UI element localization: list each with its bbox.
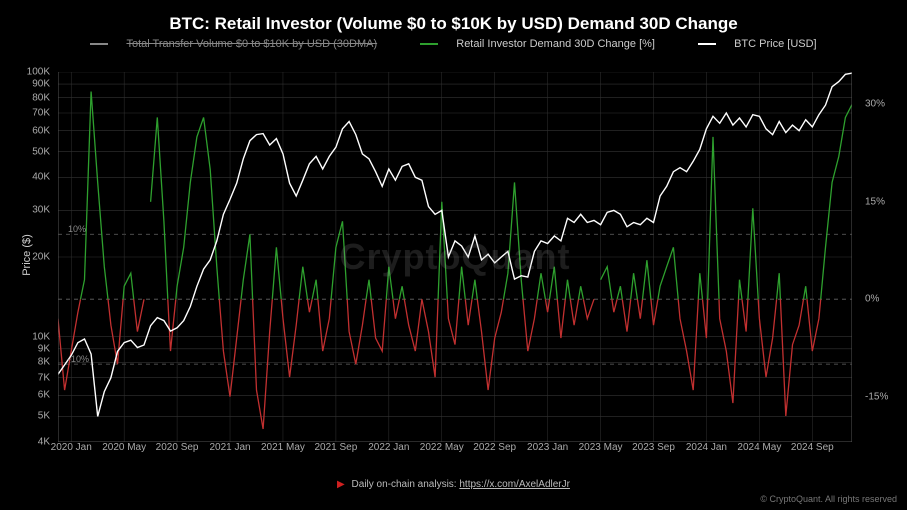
y-right-tick: -15% <box>865 391 888 402</box>
legend-label-volume: Total Transfer Volume $0 to $10K by USD … <box>126 38 377 50</box>
legend-label-demand: Retail Investor Demand 30D Change [%] <box>456 38 655 50</box>
x-tick: 2022 Jan <box>368 442 409 453</box>
x-tick: 2022 Sep <box>473 442 516 453</box>
y-left-tick: 50K <box>32 146 50 157</box>
legend-swatch-price <box>698 43 716 45</box>
x-tick: 2024 Jan <box>686 442 727 453</box>
y-left-tick: 80K <box>32 92 50 103</box>
legend-item-volume: Total Transfer Volume $0 to $10K by USD … <box>80 38 390 50</box>
legend-item-price: BTC Price [USD] <box>688 38 827 50</box>
y-left-tick: 20K <box>32 252 50 263</box>
y-right-tick: 30% <box>865 99 885 110</box>
y-left-tick: 40K <box>32 172 50 183</box>
threshold-label: -10% <box>68 354 89 364</box>
y-axis-left: 4K5K6K7K8K9K10K20K30K40K50K60K70K80K90K1… <box>0 72 54 442</box>
x-tick: 2020 May <box>102 442 146 453</box>
y-left-tick: 5K <box>38 411 50 422</box>
x-tick: 2024 May <box>737 442 781 453</box>
y-left-tick: 90K <box>32 79 50 90</box>
y-left-tick: 100K <box>27 67 50 78</box>
legend: Total Transfer Volume $0 to $10K by USD … <box>0 38 907 50</box>
y-axis-right: -15% 0% 15% 30% <box>859 72 907 442</box>
plot-svg <box>58 72 852 442</box>
footer-link[interactable]: https://x.com/AxelAdlerJr <box>459 479 570 490</box>
y-left-tick: 10K <box>32 331 50 342</box>
copyright: © CryptoQuant. All rights reserved <box>760 494 897 504</box>
chart-root: BTC: Retail Investor (Volume $0 to $10K … <box>0 0 907 510</box>
footer-prefix: Daily on-chain analysis: <box>352 479 460 490</box>
x-tick: 2022 May <box>420 442 464 453</box>
x-tick: 2020 Jan <box>51 442 92 453</box>
x-axis: 2020 Jan2020 May2020 Sep2021 Jan2021 May… <box>58 442 852 460</box>
x-tick: 2021 Sep <box>314 442 357 453</box>
y-right-tick: 0% <box>865 294 879 305</box>
x-tick: 2024 Sep <box>791 442 834 453</box>
x-tick: 2023 Jan <box>527 442 568 453</box>
threshold-label: 10% <box>68 224 86 234</box>
y-left-tick: 6K <box>38 390 50 401</box>
x-tick: 2023 May <box>579 442 623 453</box>
x-tick: 2020 Sep <box>156 442 199 453</box>
footer-note: ▶ Daily on-chain analysis: https://x.com… <box>0 479 907 490</box>
legend-swatch-demand <box>420 43 438 45</box>
legend-label-price: BTC Price [USD] <box>734 38 817 50</box>
legend-swatch-volume <box>90 43 108 45</box>
y-left-tick: 60K <box>32 125 50 136</box>
y-left-tick: 30K <box>32 205 50 216</box>
y-right-tick: 15% <box>865 196 885 207</box>
y-left-tick: 8K <box>38 357 50 368</box>
legend-item-demand: Retail Investor Demand 30D Change [%] <box>410 38 668 50</box>
x-tick: 2023 Sep <box>632 442 675 453</box>
y-left-tick: 70K <box>32 107 50 118</box>
x-tick: 2021 Jan <box>209 442 250 453</box>
y-left-tick: 4K <box>38 437 50 448</box>
plot-area: CryptoQuant 10%-10% <box>58 72 852 442</box>
chart-title: BTC: Retail Investor (Volume $0 to $10K … <box>0 14 907 34</box>
footer-marker-icon: ▶ <box>337 479 345 490</box>
y-left-tick: 9K <box>38 343 50 354</box>
x-tick: 2021 May <box>261 442 305 453</box>
y-left-tick: 7K <box>38 372 50 383</box>
